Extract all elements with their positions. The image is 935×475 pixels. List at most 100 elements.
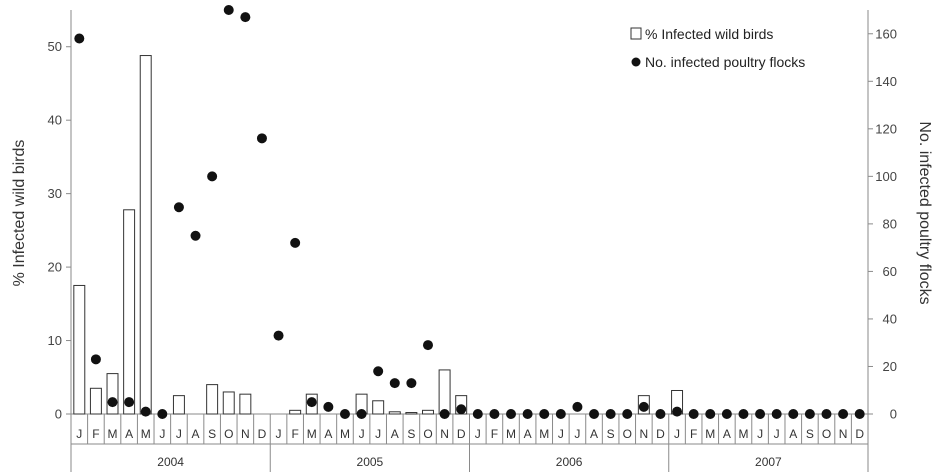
- x-month-label: J: [774, 427, 780, 441]
- x-month-label: J: [276, 427, 282, 441]
- x-month-label: D: [457, 427, 466, 441]
- y-left-axis-title: % Infected wild birds: [11, 140, 28, 287]
- legend-bar-swatch: [630, 27, 642, 40]
- scatter-point: [605, 409, 616, 419]
- scatter-point: [140, 406, 151, 417]
- x-month-label: M: [108, 427, 118, 441]
- scatter-point: [157, 409, 168, 419]
- x-month-label: O: [623, 427, 632, 441]
- bar: [388, 411, 401, 415]
- y-right-tick-label: 160: [875, 26, 897, 41]
- y-left-tick-label: 50: [48, 39, 62, 54]
- bar-series: [73, 55, 684, 415]
- scatter-point: [306, 397, 317, 408]
- x-month-label: N: [440, 427, 449, 441]
- x-month-label: J: [176, 427, 182, 441]
- x-month-label: A: [524, 427, 532, 441]
- scatter-point: [838, 409, 849, 419]
- scatter-point: [489, 409, 500, 419]
- scatter-point: [323, 401, 334, 412]
- x-month-label: A: [391, 427, 399, 441]
- x-month-label: A: [590, 427, 598, 441]
- scatter-point: [854, 409, 865, 419]
- scatter-point: [688, 409, 699, 419]
- y-left-tick-label: 0: [55, 407, 62, 422]
- x-month-label: O: [423, 427, 432, 441]
- bar: [222, 391, 235, 415]
- bar: [438, 369, 451, 415]
- y-right-tick-label: 140: [875, 74, 897, 89]
- scatter-point: [589, 409, 600, 419]
- scatter-point: [290, 237, 301, 248]
- x-month-label: S: [407, 427, 415, 441]
- x-month-label: N: [640, 427, 649, 441]
- scatter-point: [572, 401, 583, 412]
- scatter-point: [74, 33, 85, 44]
- y-right-tick-label: 60: [883, 264, 897, 279]
- x-month-label: F: [92, 427, 99, 441]
- x-month-label: J: [76, 427, 82, 441]
- x-month-label: A: [125, 427, 133, 441]
- x-month-label: J: [558, 427, 564, 441]
- scatter-point: [555, 409, 566, 419]
- y-right-tick-label: 20: [883, 359, 897, 374]
- x-month-label: F: [690, 427, 697, 441]
- y-right-axis-title: No. infected poultry flocks: [916, 121, 933, 304]
- scatter-point: [240, 12, 251, 23]
- scatter-point: [273, 330, 284, 341]
- x-month-label: M: [738, 427, 748, 441]
- scatter-point: [672, 406, 683, 417]
- scatter-point: [406, 378, 417, 389]
- scatter-point: [107, 397, 118, 408]
- x-month-label: M: [705, 427, 715, 441]
- x-month-label: A: [324, 427, 332, 441]
- scatter-point: [439, 409, 450, 419]
- scatter-point: [339, 409, 350, 419]
- x-month-label: S: [208, 427, 216, 441]
- bar: [405, 412, 418, 415]
- y-left-tick-label: 20: [48, 260, 62, 275]
- scatter-point: [356, 409, 367, 419]
- y-right-tick-label: 100: [875, 169, 897, 184]
- legend-dot-swatch: [631, 57, 641, 67]
- x-month-label: J: [674, 427, 680, 441]
- x-month-label: M: [539, 427, 549, 441]
- bar: [139, 55, 152, 415]
- x-month-label: J: [574, 427, 580, 441]
- x-month-label: M: [307, 427, 317, 441]
- scatter-point: [472, 409, 483, 419]
- x-year-label: 2006: [556, 455, 583, 469]
- scatter-point: [124, 397, 135, 408]
- legend: % Infected wild birds No. infected poult…: [630, 26, 805, 70]
- bar: [172, 395, 185, 415]
- scatter-point: [373, 366, 384, 377]
- bar: [106, 373, 119, 415]
- x-month-label: N: [839, 427, 848, 441]
- scatter-point: [173, 202, 184, 213]
- scatter-point: [788, 409, 799, 419]
- x-month-label: M: [340, 427, 350, 441]
- x-month-label: A: [789, 427, 797, 441]
- x-month-label: S: [607, 427, 615, 441]
- y-right-tick-label: 80: [883, 216, 897, 231]
- bar: [372, 400, 385, 415]
- bar: [289, 409, 302, 415]
- scatter-point: [638, 401, 649, 412]
- scatter-point: [721, 409, 732, 419]
- scatter-point: [223, 5, 234, 15]
- x-month-label: J: [359, 427, 365, 441]
- x-month-label: A: [723, 427, 731, 441]
- scatter-point: [622, 409, 633, 419]
- bar: [422, 409, 434, 415]
- bar: [73, 284, 86, 415]
- y-left-tick-label: 40: [48, 113, 62, 128]
- scatter-point: [190, 230, 201, 241]
- scatter-point: [389, 378, 400, 389]
- y-right-tick-label: 0: [890, 407, 897, 422]
- x-year-label: 2004: [157, 455, 184, 469]
- x-month-label: O: [224, 427, 233, 441]
- x-year-label: 2007: [755, 455, 782, 469]
- x-month-label: J: [159, 427, 165, 441]
